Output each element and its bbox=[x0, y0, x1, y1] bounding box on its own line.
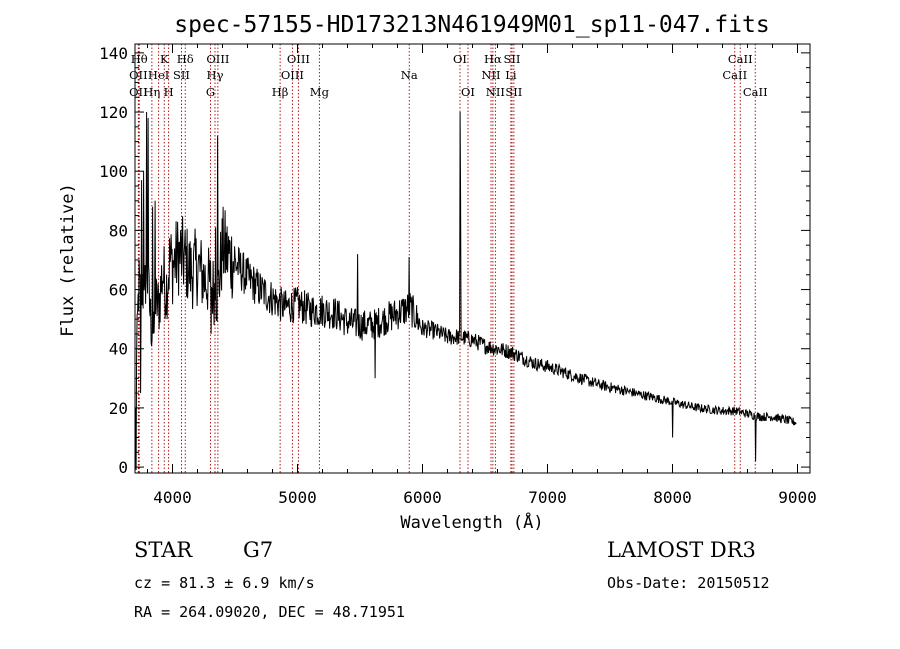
line-label: OIII bbox=[287, 52, 310, 66]
line-label: HeI bbox=[148, 68, 169, 82]
y-tick-label: 60 bbox=[109, 281, 128, 300]
y-axis: 0 20 40 60 80 100 120 140 bbox=[99, 44, 810, 477]
y-tick-label: 100 bbox=[99, 162, 128, 181]
sky-coordinates: RA = 264.09020, DEC = 48.71951 bbox=[134, 603, 405, 621]
line-label: Li bbox=[505, 68, 517, 82]
line-label: NII bbox=[486, 85, 505, 99]
line-label: CaII bbox=[743, 85, 768, 99]
line-label: Hα bbox=[484, 52, 502, 66]
line-label: Hγ bbox=[207, 68, 224, 82]
redshift-readout: cz = 81.3 ± 6.9 km/s bbox=[134, 574, 315, 592]
emission-line-labels: HθOIIOIIHηHeIKHSIIHδGHγOIIIHβOIIIOIIIMgN… bbox=[129, 52, 768, 99]
line-label: OIII bbox=[281, 68, 304, 82]
x-tick-label: 9000 bbox=[778, 488, 817, 507]
line-label: SII bbox=[505, 85, 522, 99]
line-label: Hθ bbox=[131, 52, 148, 66]
line-label: NII bbox=[481, 68, 500, 82]
line-label: SII bbox=[173, 68, 190, 82]
spectrum-line bbox=[135, 111, 797, 471]
line-label: OII bbox=[129, 68, 148, 82]
y-tick-label: 0 bbox=[118, 458, 128, 477]
line-label: OI bbox=[461, 85, 475, 99]
line-label: Na bbox=[401, 68, 418, 82]
line-label: Hβ bbox=[272, 85, 289, 99]
observation-date: Obs-Date: 20150512 bbox=[607, 574, 770, 592]
line-label: Hδ bbox=[177, 52, 194, 66]
line-label: Hη bbox=[143, 85, 160, 99]
spectral-subclass: G7 bbox=[243, 538, 274, 562]
x-tick-label: 6000 bbox=[403, 488, 442, 507]
y-tick-label: 40 bbox=[109, 340, 128, 359]
x-tick-label: 5000 bbox=[278, 488, 317, 507]
line-label: G bbox=[206, 85, 215, 99]
x-axis: 4000 5000 6000 7000 8000 9000 bbox=[147, 44, 817, 507]
spectrum-series bbox=[135, 111, 797, 471]
plot-frame bbox=[134, 43, 811, 474]
x-axis-label: Wavelength (Å) bbox=[400, 511, 543, 533]
line-label: CaII bbox=[728, 52, 753, 66]
line-label: H bbox=[164, 85, 174, 99]
line-label: OI bbox=[453, 52, 467, 66]
y-tick-label: 80 bbox=[109, 221, 128, 240]
line-label: K bbox=[160, 52, 169, 66]
object-class: STAR bbox=[134, 538, 193, 562]
line-label: CaII bbox=[722, 68, 747, 82]
line-label: Mg bbox=[310, 85, 330, 99]
line-label: SII bbox=[504, 52, 521, 66]
y-tick-label: 20 bbox=[109, 399, 128, 418]
line-label: OIII bbox=[206, 52, 229, 66]
x-tick-label: 4000 bbox=[153, 488, 192, 507]
line-label: OII bbox=[129, 85, 148, 99]
chart-title: spec-57155-HD173213N461949M01_sp11-047.f… bbox=[174, 12, 769, 38]
x-tick-label: 8000 bbox=[653, 488, 692, 507]
y-tick-label: 120 bbox=[99, 103, 128, 122]
y-axis-label: Flux (relative) bbox=[58, 183, 78, 337]
survey-name: LAMOST DR3 bbox=[607, 538, 756, 562]
y-tick-label: 140 bbox=[99, 44, 128, 63]
x-tick-label: 7000 bbox=[528, 488, 567, 507]
